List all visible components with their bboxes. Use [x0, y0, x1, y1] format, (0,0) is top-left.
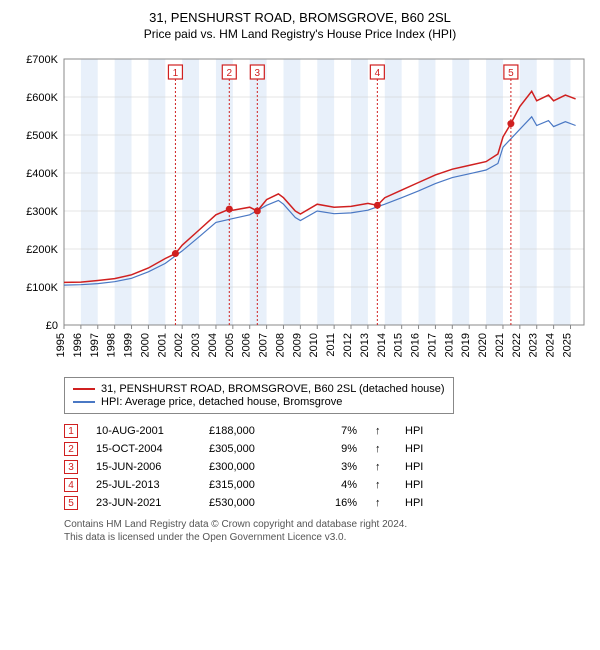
svg-text:1999: 1999	[123, 333, 135, 357]
svg-text:£300K: £300K	[26, 206, 58, 218]
transaction-date: 15-OCT-2004	[96, 443, 191, 455]
price-chart: £0 £100K £200K £300K £400K £500K £600K £700K 199…	[8, 49, 592, 369]
chart-title: 31, PENSHURST ROAD, BROMSGROVE, B60 2SL	[8, 10, 592, 25]
transaction-index: 4	[64, 478, 78, 492]
transaction-hpi-label: HPI	[405, 497, 435, 509]
svg-text:2023: 2023	[528, 333, 540, 357]
svg-text:2020: 2020	[477, 333, 489, 357]
transaction-date: 23-JUN-2021	[96, 497, 191, 509]
svg-text:2004: 2004	[207, 333, 219, 357]
svg-text:3: 3	[255, 68, 261, 79]
svg-text:£100K: £100K	[26, 282, 58, 294]
legend-label-blue: HPI: Average price, detached house, Brom…	[101, 396, 342, 408]
transaction-index: 5	[64, 496, 78, 510]
svg-text:2019: 2019	[460, 333, 472, 357]
transaction-index: 2	[64, 442, 78, 456]
svg-text:1998: 1998	[106, 333, 118, 357]
svg-text:2001: 2001	[156, 333, 168, 357]
svg-text:2: 2	[227, 68, 233, 79]
legend-swatch-red	[73, 388, 95, 390]
svg-text:2005: 2005	[224, 333, 236, 357]
legend-label-red: 31, PENSHURST ROAD, BROMSGROVE, B60 2SL …	[101, 383, 445, 395]
svg-text:2014: 2014	[376, 333, 388, 357]
chart-subtitle: Price paid vs. HM Land Registry's House …	[8, 27, 592, 41]
transaction-date: 10-AUG-2001	[96, 425, 191, 437]
transaction-date: 25-JUL-2013	[96, 479, 191, 491]
svg-text:2000: 2000	[139, 333, 151, 357]
svg-text:2011: 2011	[325, 333, 337, 357]
svg-text:2017: 2017	[426, 333, 438, 357]
svg-text:2022: 2022	[511, 333, 523, 357]
transaction-diff: 4%	[312, 479, 357, 491]
svg-text:2012: 2012	[342, 333, 354, 357]
svg-text:1996: 1996	[72, 333, 84, 357]
arrow-up-icon: ↑	[375, 497, 387, 509]
svg-text:5: 5	[508, 68, 514, 79]
svg-text:4: 4	[375, 68, 381, 79]
transaction-price: £188,000	[209, 425, 294, 437]
transaction-hpi-label: HPI	[405, 443, 435, 455]
svg-text:£700K: £700K	[26, 54, 58, 66]
transaction-price: £530,000	[209, 497, 294, 509]
svg-text:2007: 2007	[258, 333, 270, 357]
svg-text:2003: 2003	[190, 333, 202, 357]
svg-text:2009: 2009	[291, 333, 303, 357]
svg-text:1995: 1995	[55, 333, 67, 357]
transaction-row: 4 25-JUL-2013 £315,000 4% ↑ HPI	[64, 478, 592, 492]
svg-text:2010: 2010	[308, 333, 320, 357]
arrow-up-icon: ↑	[375, 425, 387, 437]
svg-text:2002: 2002	[173, 333, 185, 357]
transaction-hpi-label: HPI	[405, 479, 435, 491]
arrow-up-icon: ↑	[375, 461, 387, 473]
svg-text:2018: 2018	[443, 333, 455, 357]
transaction-price: £300,000	[209, 461, 294, 473]
footer-attribution: Contains HM Land Registry data © Crown c…	[64, 518, 584, 544]
arrow-up-icon: ↑	[375, 443, 387, 455]
svg-text:2013: 2013	[359, 333, 371, 357]
transaction-price: £315,000	[209, 479, 294, 491]
transaction-diff: 3%	[312, 461, 357, 473]
transaction-price: £305,000	[209, 443, 294, 455]
svg-text:2016: 2016	[410, 333, 422, 357]
svg-text:£0: £0	[46, 320, 58, 332]
svg-text:2021: 2021	[494, 333, 506, 357]
transactions-table: 1 10-AUG-2001 £188,000 7% ↑ HPI 2 15-OCT-2004 £3…	[64, 424, 592, 510]
legend: 31, PENSHURST ROAD, BROMSGROVE, B60 2SL …	[64, 377, 454, 414]
transaction-diff: 16%	[312, 497, 357, 509]
transaction-diff: 7%	[312, 425, 357, 437]
svg-text:2015: 2015	[393, 333, 405, 357]
arrow-up-icon: ↑	[375, 479, 387, 491]
transaction-hpi-label: HPI	[405, 461, 435, 473]
transaction-index: 1	[64, 424, 78, 438]
transaction-row: 2 15-OCT-2004 £305,000 9% ↑ HPI	[64, 442, 592, 456]
legend-swatch-blue	[73, 401, 95, 403]
transaction-row: 5 23-JUN-2021 £530,000 16% ↑ HPI	[64, 496, 592, 510]
svg-text:£500K: £500K	[26, 130, 58, 142]
svg-text:1997: 1997	[89, 333, 101, 357]
svg-text:2006: 2006	[241, 333, 253, 357]
transaction-index: 3	[64, 460, 78, 474]
svg-text:2024: 2024	[545, 333, 557, 357]
transaction-diff: 9%	[312, 443, 357, 455]
svg-text:2025: 2025	[561, 333, 573, 357]
svg-text:£200K: £200K	[26, 244, 58, 256]
svg-text:1: 1	[173, 68, 179, 79]
transaction-hpi-label: HPI	[405, 425, 435, 437]
svg-text:£400K: £400K	[26, 168, 58, 180]
svg-text:2008: 2008	[274, 333, 286, 357]
transaction-date: 15-JUN-2006	[96, 461, 191, 473]
transaction-row: 3 15-JUN-2006 £300,000 3% ↑ HPI	[64, 460, 592, 474]
svg-text:£600K: £600K	[26, 92, 58, 104]
transaction-row: 1 10-AUG-2001 £188,000 7% ↑ HPI	[64, 424, 592, 438]
